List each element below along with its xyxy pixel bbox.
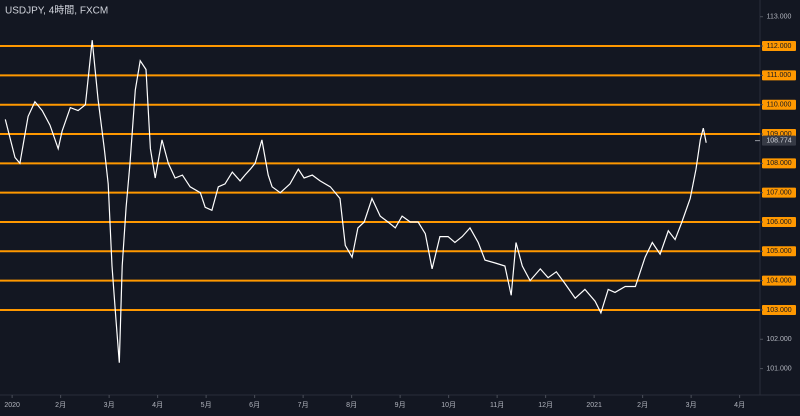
y-tick-label: 106.000: [766, 219, 791, 226]
x-tick-label: 2月: [55, 401, 66, 409]
y-tick-label: 104.000: [766, 277, 791, 284]
level-label-bg: [762, 99, 796, 110]
y-tick-label: 105.000: [766, 248, 791, 255]
price-line: [4, 40, 707, 363]
x-tick-label: 6月: [249, 401, 260, 409]
x-tick-label: 7月: [298, 401, 309, 409]
level-label-bg: [762, 304, 796, 315]
y-tick-label: 112.000: [767, 43, 792, 50]
y-tick-label: 107.000: [766, 190, 791, 197]
y-tick-label: 113.000: [767, 14, 792, 21]
last-price-bg: [762, 135, 796, 146]
x-tick-label: 4月: [152, 401, 163, 409]
x-tick-label: 4月: [734, 401, 745, 409]
level-label-bg: [762, 158, 796, 169]
x-tick-label: 5月: [201, 401, 212, 409]
y-tick-label: 109.000: [766, 131, 791, 138]
y-tick-label: 111.000: [767, 72, 791, 79]
x-tick-label: 8月: [346, 401, 357, 409]
x-tick-label: 3月: [686, 401, 697, 409]
level-label-bg: [762, 216, 796, 227]
x-tick-label: 2020: [4, 402, 20, 409]
chart-title: USDJPY, 4時間, FXCM: [5, 5, 108, 17]
last-price-label: 108.774: [766, 137, 791, 144]
x-tick-label: 9月: [395, 401, 406, 409]
y-tick-label: 102.000: [766, 336, 791, 343]
y-tick-label: 101.000: [766, 365, 791, 372]
y-tick-label: 103.000: [766, 307, 791, 314]
level-label-bg: [762, 70, 796, 81]
x-tick-label: 3月: [104, 401, 115, 409]
y-tick-label: 110.000: [767, 102, 792, 109]
x-tick-label: 2月: [637, 401, 648, 409]
level-label-bg: [762, 187, 796, 198]
level-label-bg: [762, 246, 796, 257]
level-label-bg: [762, 275, 796, 286]
y-tick-label: 108.000: [766, 160, 791, 167]
x-tick-label: 2021: [586, 402, 602, 409]
x-tick-label: 11月: [490, 401, 504, 409]
level-label-bg: [762, 41, 796, 52]
x-tick-label: 12月: [538, 401, 553, 409]
x-tick-label: 10月: [441, 401, 456, 409]
